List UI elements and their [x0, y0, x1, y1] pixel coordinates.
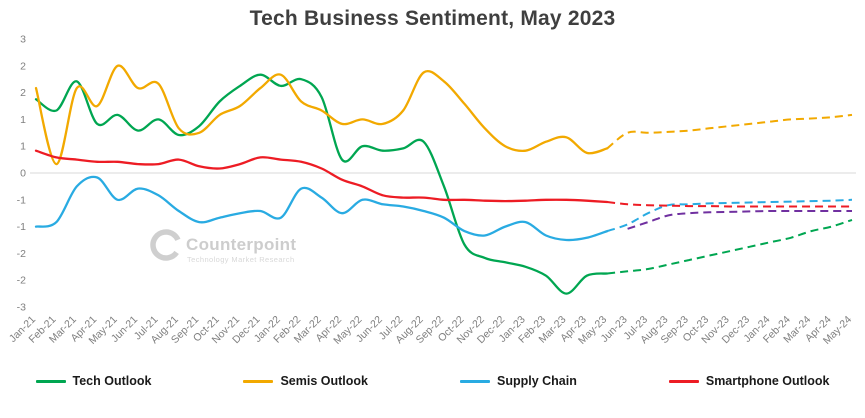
svg-text:3: 3 — [20, 34, 26, 46]
legend-swatch-supply-chain — [459, 379, 490, 383]
svg-text:0: 0 — [20, 168, 26, 180]
legend-item-supply-chain: Supply Chain — [459, 374, 577, 388]
legend-label-semis-outlook: Semis Outlook — [280, 374, 368, 388]
legend-swatch-smartphone-outlook — [668, 379, 699, 383]
counterpoint-logo-icon — [150, 229, 182, 261]
legend-item-semis-outlook: Semis Outlook — [243, 374, 368, 388]
sentiment-line-chart: Counterpoint Technology Market Research … — [7, 34, 856, 347]
watermark-tagline: Technology Market Research — [187, 255, 295, 264]
legend-label-tech-outlook: Tech Outlook — [72, 374, 152, 388]
svg-text:2: 2 — [20, 87, 26, 99]
svg-text:-2: -2 — [17, 275, 26, 287]
watermark: Counterpoint Technology Market Research — [150, 229, 296, 264]
legend-swatch-tech-outlook — [35, 379, 66, 383]
svg-text:-2: -2 — [17, 248, 26, 260]
svg-text:1: 1 — [20, 114, 26, 126]
chart-title: Tech Business Sentiment, May 2023 — [249, 7, 616, 30]
legend-item-tech-outlook: Tech Outlook — [35, 374, 152, 388]
legend-swatch-semis-outlook — [243, 379, 274, 383]
svg-text:-3: -3 — [17, 302, 26, 314]
legend-label-smartphone-outlook: Smartphone Outlook — [705, 374, 830, 388]
legend-item-smartphone-outlook: Smartphone Outlook — [668, 374, 830, 388]
watermark-brand: Counterpoint — [186, 235, 296, 254]
svg-text:-1: -1 — [17, 194, 26, 206]
chart-series-lines — [34, 64, 853, 295]
legend-label-supply-chain: Supply Chain — [496, 374, 577, 388]
svg-text:2: 2 — [20, 60, 26, 72]
svg-text:-1: -1 — [17, 221, 26, 233]
svg-text:1: 1 — [20, 141, 26, 153]
legend: Tech Outlook Semis Outlook Supply Chain … — [0, 374, 865, 388]
